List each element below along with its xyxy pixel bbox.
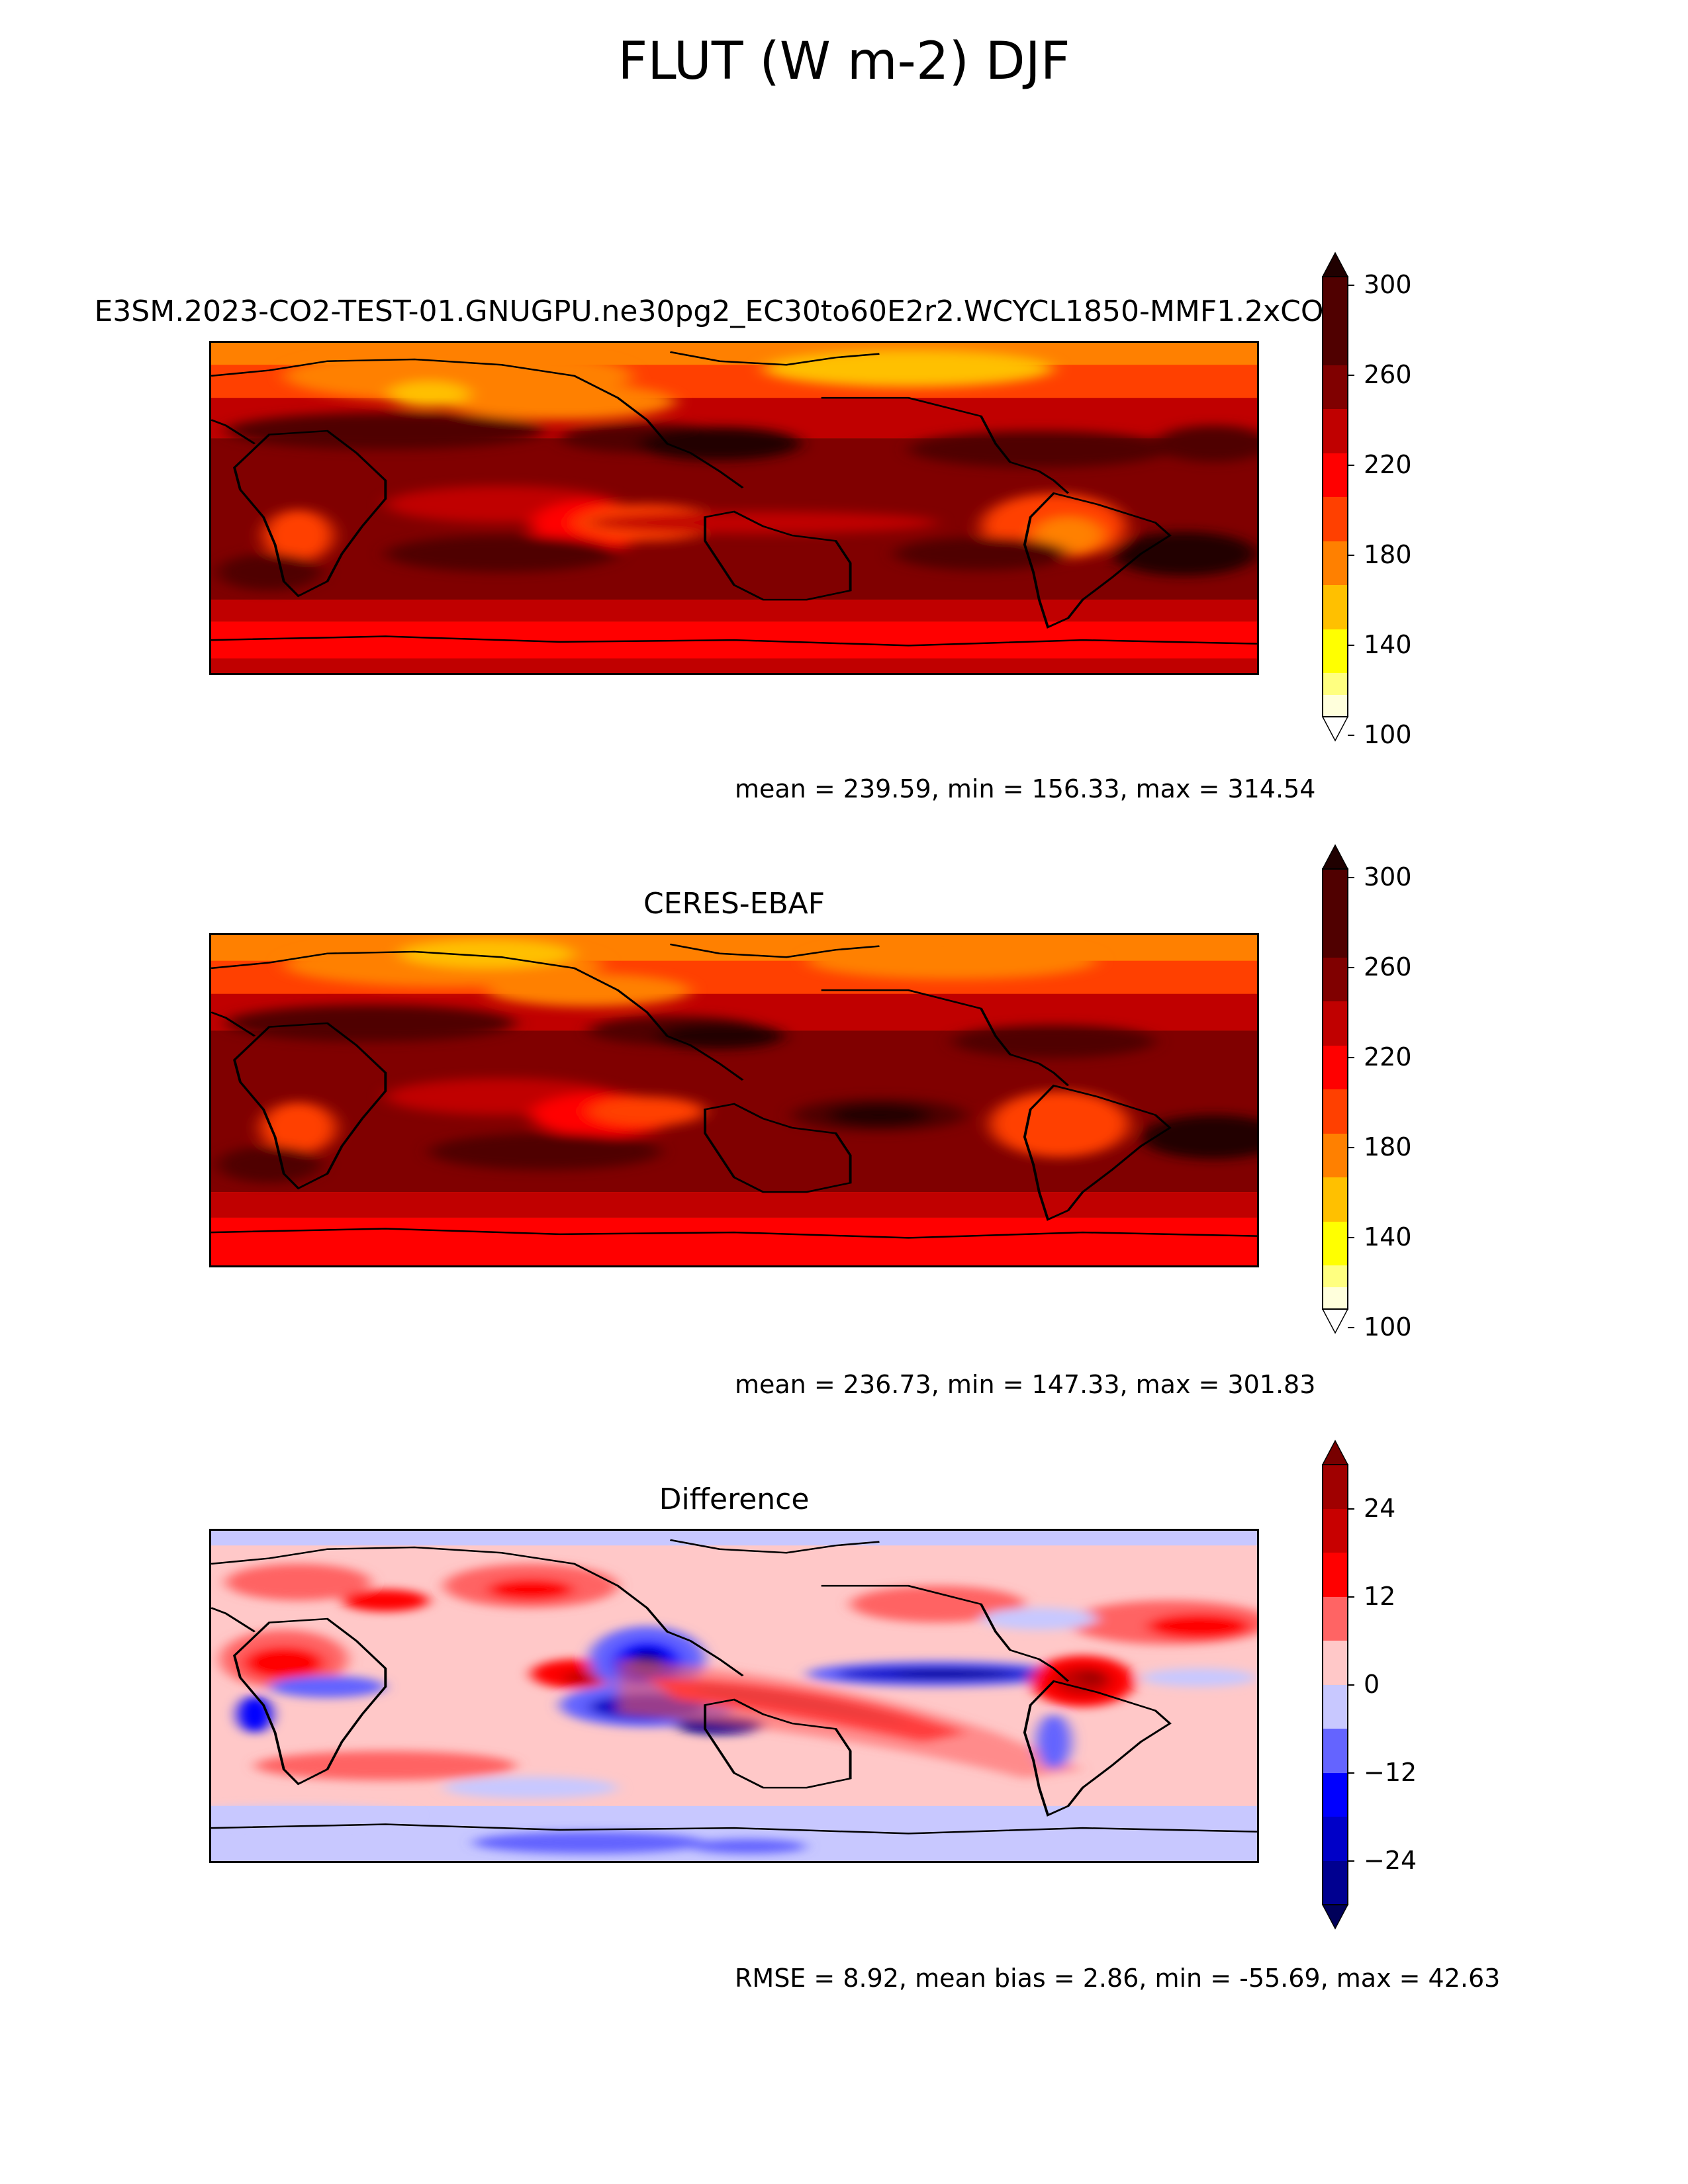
- stats-model: mean = 239.59, min = 156.33, max = 314.5…: [735, 774, 1316, 803]
- panel-title-model: E3SM.2023-CO2-TEST-01.GNUGPU.ne30pg2_EC3…: [94, 295, 1342, 328]
- map-obs: [209, 933, 1259, 1267]
- colorbar-model-tick: 180: [1364, 540, 1412, 569]
- map-diff: [209, 1529, 1259, 1863]
- map-model-field: [211, 343, 1257, 673]
- colorbar-diff-tick: 0: [1364, 1670, 1380, 1699]
- colorbar-diff-tick: 24: [1364, 1494, 1396, 1523]
- colorbar-diff-tick: 12: [1364, 1582, 1396, 1611]
- colorbar-obs: [1321, 844, 1354, 1334]
- colorbar-model-tick: 220: [1364, 450, 1412, 479]
- colorbar-model-tick: 260: [1364, 360, 1412, 389]
- panel-title-diff: Difference: [659, 1482, 810, 1516]
- map-diff-field: [211, 1531, 1257, 1861]
- colorbar-obs-tick: 260: [1364, 952, 1412, 981]
- colorbar-diff-tick: −12: [1364, 1758, 1417, 1787]
- colorbar-obs-tick: 300: [1364, 862, 1412, 891]
- colorbar-obs-tick: 220: [1364, 1042, 1412, 1071]
- colorbar-obs-tick: 100: [1364, 1312, 1412, 1342]
- colorbar-obs-tick: 180: [1364, 1132, 1412, 1161]
- colorbar-diff: [1321, 1439, 1354, 1930]
- colorbar-diff-tick: −24: [1364, 1846, 1417, 1875]
- panel-title-obs: CERES-EBAF: [643, 887, 825, 921]
- stats-diff: RMSE = 8.92, mean bias = 2.86, min = -55…: [735, 1964, 1501, 1993]
- stats-obs: mean = 236.73, min = 147.33, max = 301.8…: [735, 1370, 1316, 1399]
- map-model: [209, 341, 1259, 675]
- map-obs-field: [211, 935, 1257, 1265]
- colorbar-obs-tick: 140: [1364, 1222, 1412, 1251]
- colorbar-model-tick: 100: [1364, 720, 1412, 749]
- colorbar-model-tick: 300: [1364, 270, 1412, 299]
- colorbar-model-tick: 140: [1364, 630, 1412, 659]
- colorbar-model: [1321, 251, 1354, 742]
- figure-title: FLUT (W m-2) DJF: [618, 32, 1070, 91]
